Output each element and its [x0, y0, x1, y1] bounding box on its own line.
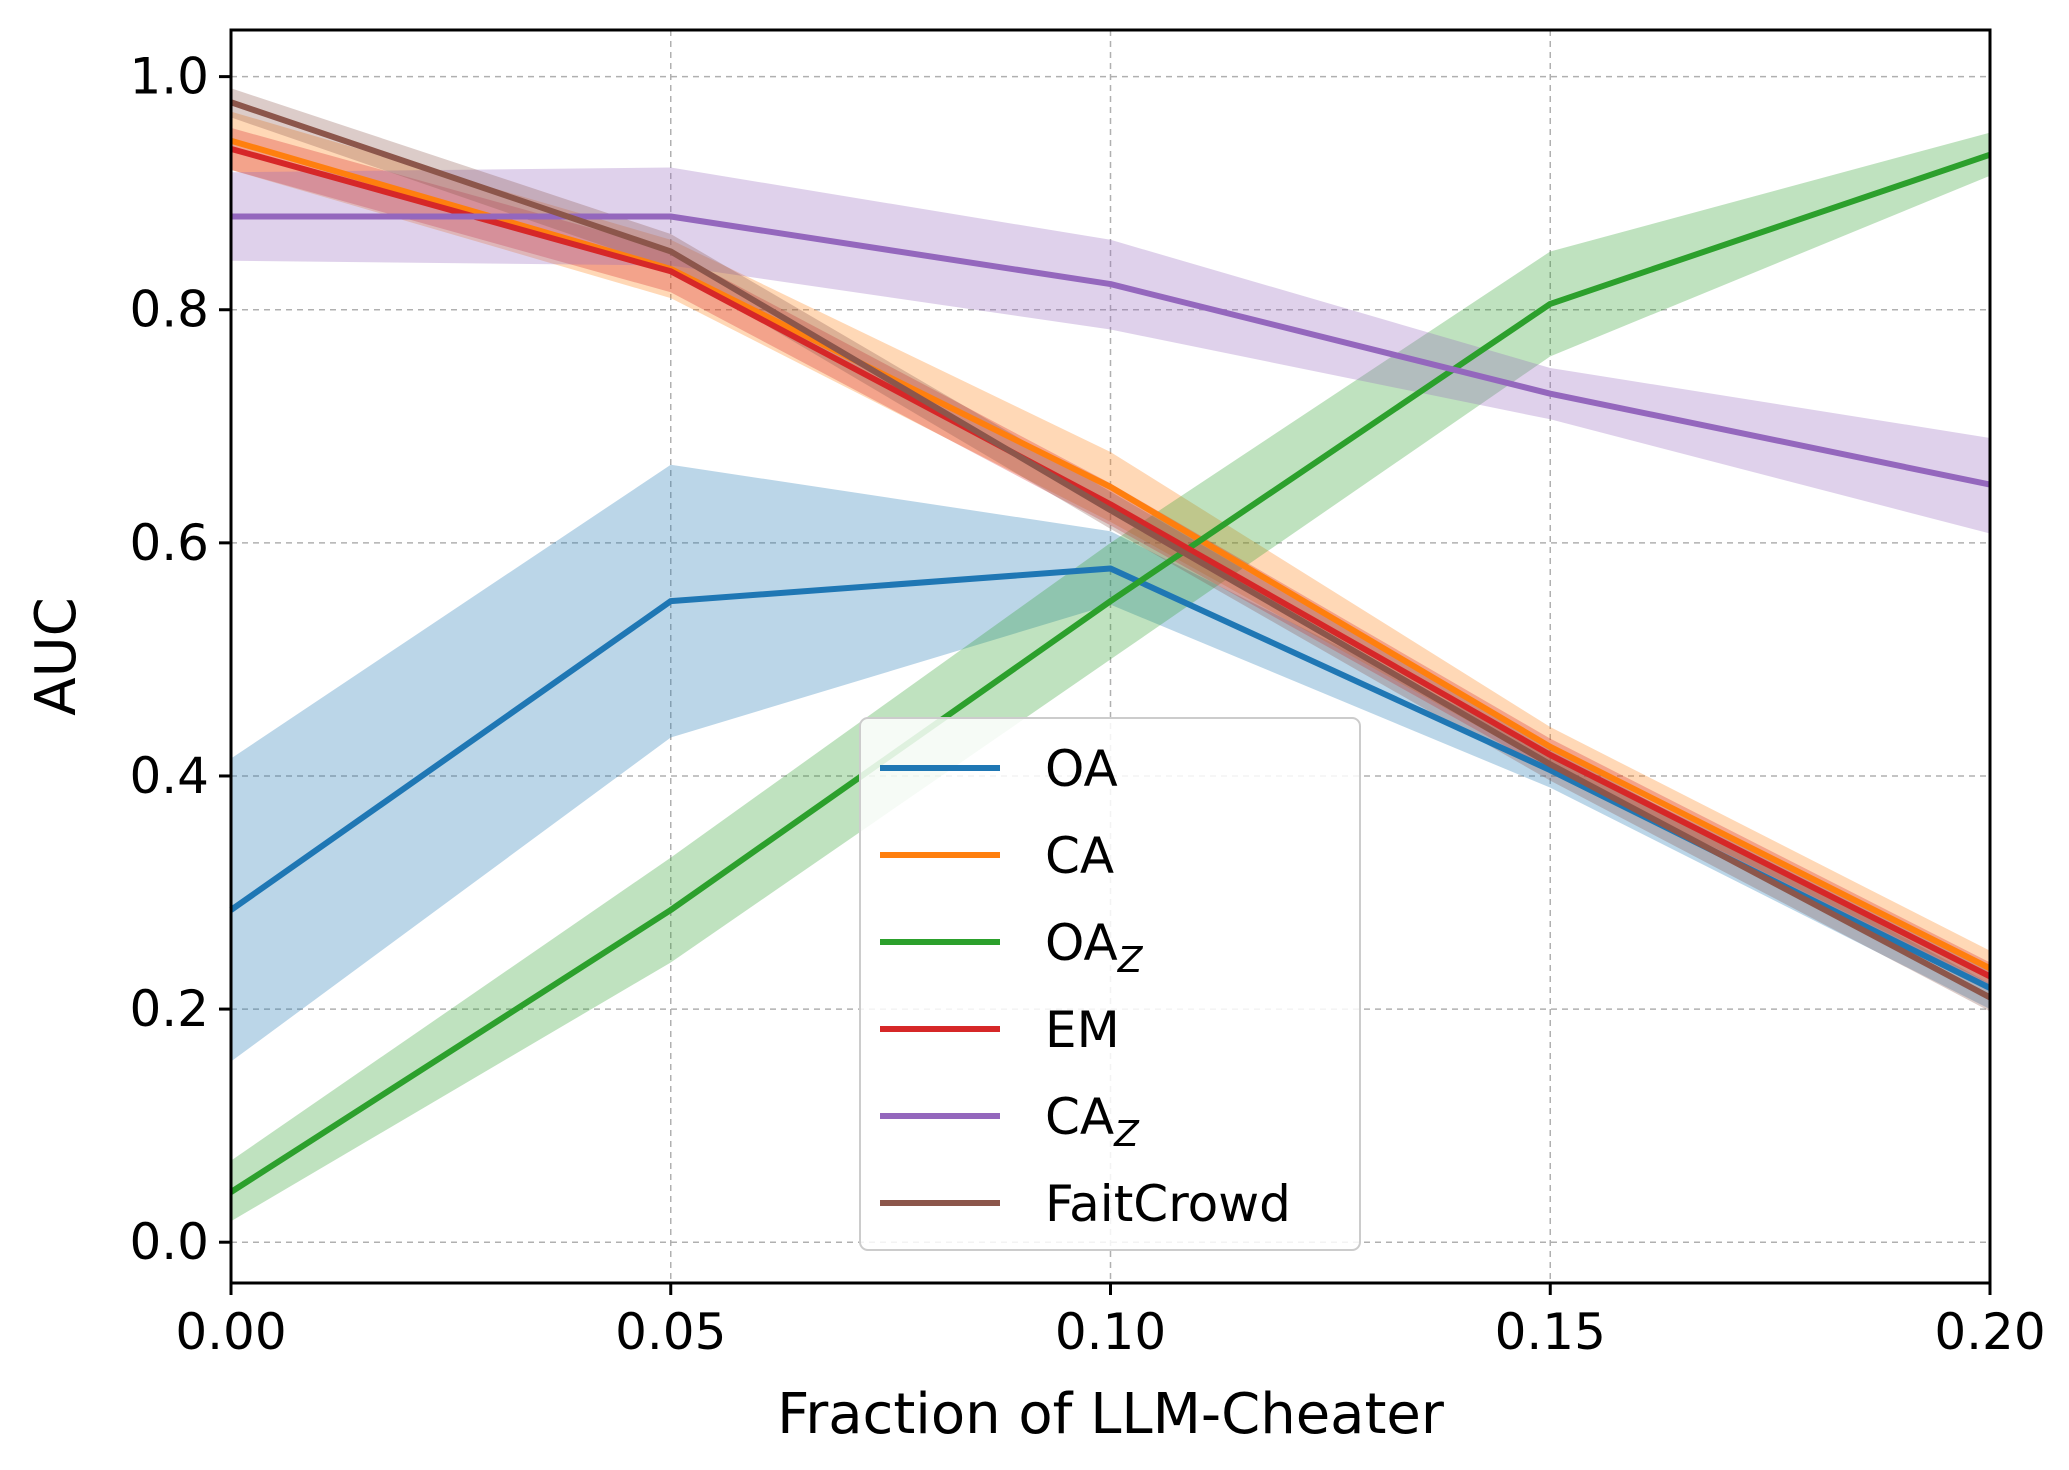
legend-label-ca-1: CA [1045, 827, 1114, 885]
y-tick-label-4: 0.8 [129, 281, 209, 339]
line-faitcrowd-5 [230, 99, 1992, 1001]
x-tick-label-4: 0.20 [1934, 1303, 2045, 1361]
line-ca-1 [230, 137, 1992, 971]
x-axis-ticks: 0.00 0.05 0.10 0.15 0.20 [175, 1283, 2046, 1361]
legend-label-faitcrowd-5: FaitCrowd [1045, 1175, 1291, 1233]
line-oaz-2 [229, 151, 1991, 1195]
x-tick-label-0: 0.00 [175, 1303, 286, 1361]
legend-label-em-3: EM [1045, 1001, 1120, 1059]
band-oa-0 [231, 464, 1990, 1062]
x-tick-label-1: 0.05 [615, 1303, 726, 1361]
band-oaz-2 [231, 132, 1990, 1222]
series-lines [229, 99, 1992, 1195]
y-tick-label-5: 1.0 [129, 48, 209, 106]
band-caz-4 [231, 167, 1990, 534]
y-tick-label-1: 0.2 [129, 980, 209, 1038]
y-tick-label-2: 0.4 [129, 747, 209, 805]
y-tick-label-3: 0.6 [129, 514, 209, 572]
legend-subscript-caz-4: Z [1113, 1114, 1140, 1155]
legend-subscript-oaz-2: Z [1117, 940, 1144, 981]
x-tick-label-2: 0.10 [1055, 1303, 1166, 1361]
y-axis-ticks: 0.0 0.2 0.4 0.6 0.8 1.0 [129, 48, 231, 1271]
grid-lines [230, 30, 1991, 1283]
legend-label-oa-0: OA [1045, 740, 1118, 798]
x-axis-label: Fraction of LLM-Cheater [777, 1382, 1445, 1447]
y-tick-label-0: 0.0 [129, 1213, 209, 1271]
y-axis-label: AUC [24, 597, 89, 715]
line-caz-4 [231, 213, 1991, 488]
x-tick-label-3: 0.15 [1495, 1303, 1606, 1361]
line-em-3 [230, 145, 1992, 980]
